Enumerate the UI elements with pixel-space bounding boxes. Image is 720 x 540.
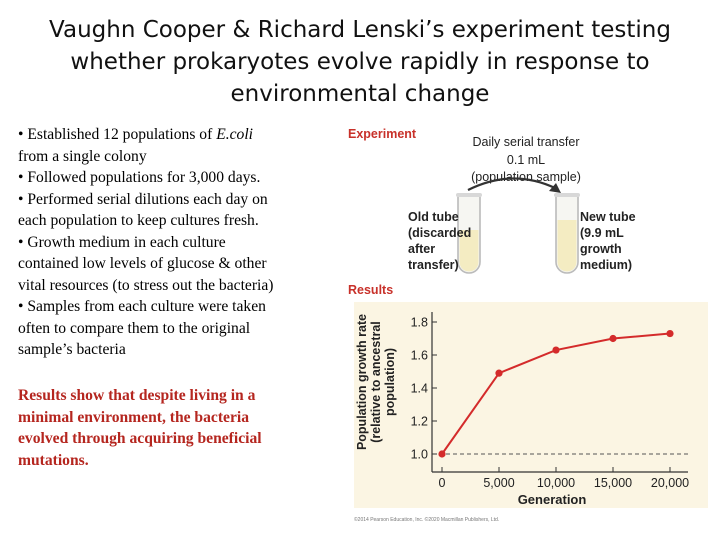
bullet-line: from a single colony	[18, 147, 147, 165]
old-tube-label: Old tube	[408, 210, 459, 224]
experiment-heading: Experiment	[348, 127, 417, 141]
bullet-text: • Established 12 populations of	[18, 126, 217, 143]
bullet-list: • Established 12 populations of E.coli f…	[18, 124, 323, 361]
results-line: evolved through acquiring beneficial	[18, 430, 262, 447]
bullet-line: • Established 12 populations of E.coli	[18, 124, 323, 146]
bullet-line: • Performed serial dilutions each day on	[18, 190, 268, 208]
bullet-line: vital resources (to stress out the bacte…	[18, 276, 274, 294]
slide-title: Vaughn Cooper & Richard Lenski’s experim…	[20, 14, 700, 110]
transfer-volume: 0.1 mL	[507, 153, 545, 167]
arrow-head-icon	[549, 183, 561, 193]
bullet-line: • Samples from each culture were taken	[18, 298, 266, 315]
bullet-line: often to compare them to the original	[18, 319, 251, 337]
bullet-line: each population to keep cultures fresh.	[18, 212, 259, 229]
y-label-line: population)	[383, 348, 397, 416]
title-line: whether prokaryotes evolve rapidly in re…	[70, 49, 650, 75]
y-tick-label: 1.6	[411, 349, 428, 363]
data-point	[495, 369, 503, 377]
old-tube	[456, 193, 482, 274]
new-tube	[554, 193, 580, 274]
copyright-text: ©2014 Pearson Education, Inc. ©2020 Macm…	[354, 516, 499, 523]
bullet-line: sample’s bacteria	[18, 341, 126, 358]
y-tick-label: 1.4	[411, 382, 428, 396]
old-tube-label: (discarded	[408, 226, 471, 240]
x-tick-label: 20,000	[651, 476, 689, 490]
results-line: mutations.	[18, 451, 89, 469]
transfer-label: Daily serial transfer	[473, 135, 580, 149]
new-tube-label: medium)	[580, 258, 632, 272]
old-tube-label: transfer)	[408, 258, 459, 272]
results-line: minimal environment, the bacteria	[18, 408, 249, 426]
data-point	[609, 334, 617, 343]
species-name: E.coli	[216, 126, 254, 143]
results-line: Results show that despite living in a	[18, 387, 256, 404]
data-point	[438, 450, 446, 458]
y-tick-label: 1.2	[411, 415, 428, 429]
data-point	[552, 346, 560, 354]
bullet-line: contained low levels of glucose & other	[18, 255, 267, 272]
new-tube-label: New tube	[580, 210, 636, 224]
old-tube-liquid	[459, 230, 479, 272]
x-axis-label: Generation	[518, 492, 587, 507]
y-tick-label: 1.0	[411, 448, 428, 462]
title-line: Vaughn Cooper & Richard Lenski’s experim…	[49, 17, 671, 43]
x-tick-label: 5,000	[483, 476, 514, 490]
results-summary: Results show that despite living in a mi…	[18, 385, 323, 471]
bullet-line: • Followed populations for 3,000 days.	[18, 169, 261, 186]
plot-marks: 1.0 1.2 1.4 1.6 1.8 0 5,000 10,000 15,000 20,000	[411, 316, 690, 491]
x-tick-label: 10,000	[537, 476, 575, 490]
data-point	[666, 329, 674, 338]
y-tick-label: 1.8	[411, 316, 428, 330]
old-tube-label: after	[408, 242, 435, 256]
results-heading: Results	[348, 283, 393, 297]
figure-svg: Experiment Daily serial transfer 0.1 mL …	[348, 127, 708, 523]
y-label-line: Population growth rate	[355, 314, 369, 450]
experiment-figure: Experiment Daily serial transfer 0.1 mL …	[340, 120, 710, 530]
transfer-arrow	[467, 177, 556, 191]
x-tick-label: 0	[439, 476, 446, 490]
y-label-line: (relative to ancestral	[369, 321, 383, 443]
new-tube-liquid	[557, 220, 577, 272]
bullet-line: • Growth medium in each culture	[18, 233, 226, 251]
title-line: environmental change	[230, 81, 490, 107]
y-axis-label: Population growth rate (relative to ance…	[355, 314, 397, 450]
new-tube-label: (9.9 mL	[580, 226, 624, 240]
new-tube-label: growth	[580, 242, 622, 256]
x-tick-label: 15,000	[594, 476, 632, 490]
